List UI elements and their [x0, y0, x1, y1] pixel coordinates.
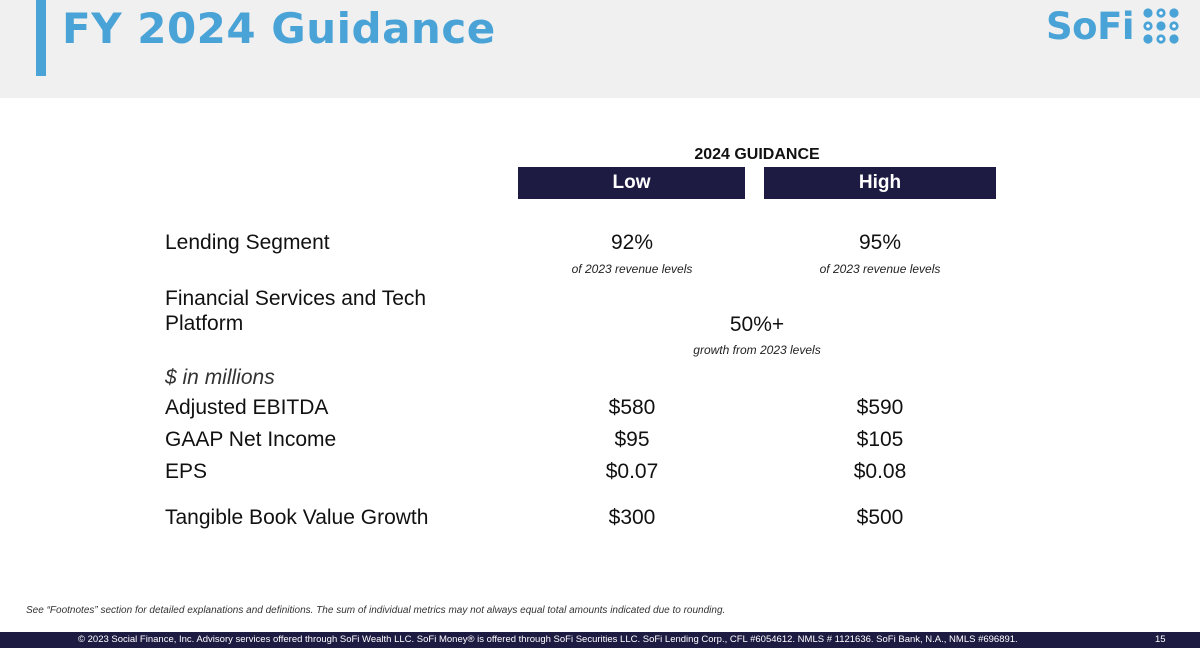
lending-high-note: of 2023 revenue levels — [819, 262, 941, 276]
column-header-low: Low — [518, 167, 745, 199]
column-header-high: High — [764, 167, 996, 199]
row-label-eps: EPS — [165, 460, 208, 483]
slide-title: FY 2024 Guidance — [62, 4, 496, 53]
gaap-net-income-high: $105 — [856, 428, 904, 451]
row-label-fs-tech-line1: Financial Services and Tech — [165, 287, 427, 310]
fs-tech-value: 50%+ — [729, 313, 785, 336]
guidance-group-heading: 2024 GUIDANCE — [694, 146, 820, 163]
row-label-lending-segment: Lending Segment — [165, 231, 330, 254]
lending-high-value: 95% — [858, 231, 902, 254]
lending-low-value: 92% — [610, 231, 654, 254]
row-label-tangible-book-value-growth: Tangible Book Value Growth — [165, 506, 429, 529]
slide-header: FY 2024 Guidance SoFi — [0, 0, 1200, 98]
page-number: 15 — [1155, 634, 1166, 645]
dot-grid-icon — [1143, 8, 1179, 44]
copyright-text: © 2023 Social Finance, Inc. Advisory ser… — [78, 634, 1018, 645]
tangible-book-value-growth-high: $500 — [856, 506, 904, 529]
row-label-fs-tech-line2: Platform — [165, 312, 244, 335]
lending-low-note: of 2023 revenue levels — [571, 262, 693, 276]
gaap-net-income-low: $95 — [614, 428, 650, 451]
adjusted-ebitda-high: $590 — [856, 396, 904, 419]
row-label-gaap-net-income: GAAP Net Income — [165, 428, 337, 451]
row-label-adjusted-ebitda: Adjusted EBITDA — [165, 396, 329, 419]
sofi-logo: SoFi — [1046, 4, 1180, 48]
tangible-book-value-growth-low: $300 — [608, 506, 656, 529]
adjusted-ebitda-low: $580 — [608, 396, 656, 419]
units-label: $ in millions — [165, 366, 275, 389]
footnote: See “Footnotes” section for detailed exp… — [26, 605, 726, 616]
eps-high: $0.08 — [853, 460, 907, 483]
fs-tech-note: growth from 2023 levels — [693, 343, 821, 357]
slide-footer: © 2023 Social Finance, Inc. Advisory ser… — [0, 632, 1200, 648]
title-accent-bar — [36, 0, 46, 76]
logo-text: SoFi — [1046, 4, 1135, 48]
eps-low: $0.07 — [605, 460, 659, 483]
